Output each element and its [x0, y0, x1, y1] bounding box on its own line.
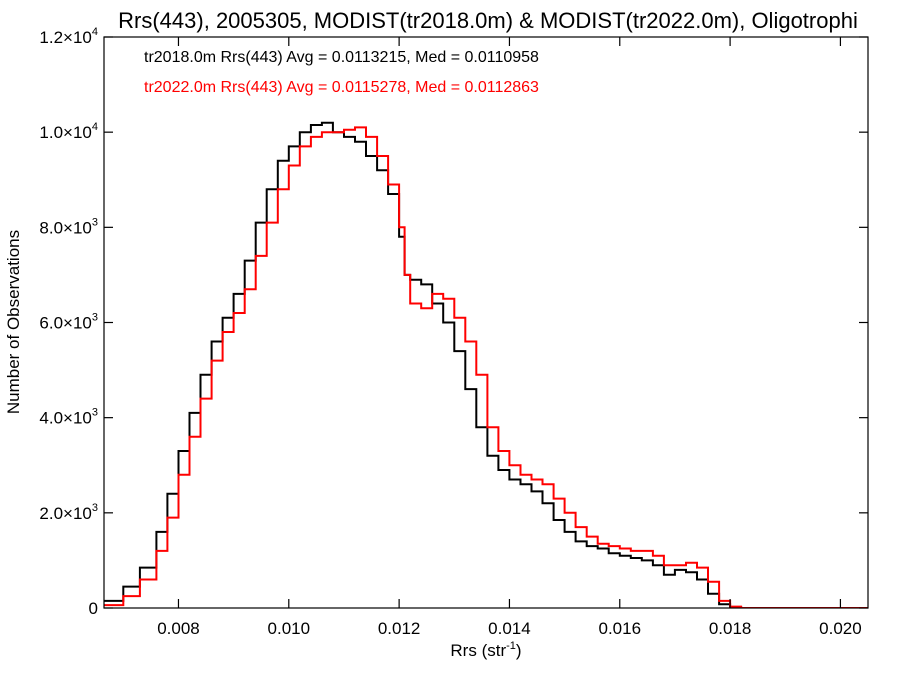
chart-title: Rrs(443), 2005305, MODIST(tr2018.0m) & M… — [118, 8, 858, 33]
x-tick-label: 0.018 — [709, 619, 752, 638]
y-tick-label: 1.2×104 — [39, 26, 98, 47]
y-tick-label: 2.0×103 — [39, 502, 98, 523]
y-tick-label: 8.0×103 — [39, 216, 98, 237]
legend-entry-tr2022: tr2022.0m Rrs(443) Avg = 0.0115278, Med … — [144, 79, 539, 96]
y-tick-label: 4.0×103 — [39, 407, 98, 428]
series-line-tr2022 — [104, 126, 868, 608]
x-tick-label: 0.008 — [157, 619, 200, 638]
x-tick-label: 0.020 — [819, 619, 862, 638]
plot-frame — [103, 36, 869, 609]
x-tick-label: 0.012 — [378, 619, 421, 638]
series-line-tr2018 — [104, 121, 868, 608]
x-tick-label: 0.014 — [488, 619, 531, 638]
y-tick-label: 0 — [89, 599, 98, 618]
x-axis-label: Rrs (str-1) — [450, 640, 521, 660]
y-tick-label: 6.0×103 — [39, 312, 98, 333]
x-tick-label: 0.016 — [598, 619, 641, 638]
y-axis-label: Number of Observations — [4, 230, 23, 414]
x-tick-label: 0.010 — [268, 619, 311, 638]
y-tick-label: 1.0×104 — [39, 121, 98, 142]
legend-entry-tr2018: tr2018.0m Rrs(443) Avg = 0.0113215, Med … — [144, 49, 539, 66]
